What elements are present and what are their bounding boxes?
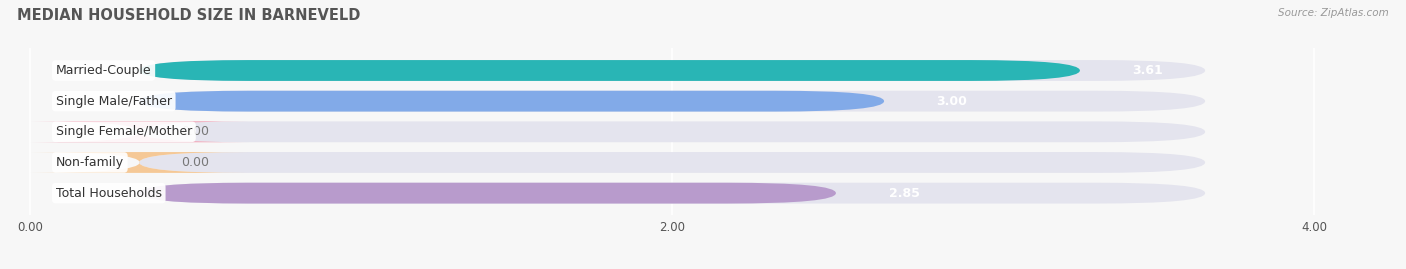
FancyBboxPatch shape [139,183,1205,204]
Text: 0.00: 0.00 [181,125,209,138]
FancyBboxPatch shape [139,60,1205,81]
Text: 2.85: 2.85 [889,187,920,200]
FancyBboxPatch shape [31,152,249,173]
FancyBboxPatch shape [139,60,1080,81]
FancyBboxPatch shape [139,91,1205,112]
Text: 0.00: 0.00 [181,156,209,169]
Text: Non-family: Non-family [56,156,124,169]
Text: MEDIAN HOUSEHOLD SIZE IN BARNEVELD: MEDIAN HOUSEHOLD SIZE IN BARNEVELD [17,8,360,23]
Text: Single Female/Mother: Single Female/Mother [56,125,193,138]
Text: Single Male/Father: Single Male/Father [56,95,172,108]
FancyBboxPatch shape [139,152,1205,173]
FancyBboxPatch shape [31,121,249,142]
Text: 3.00: 3.00 [936,95,967,108]
FancyBboxPatch shape [139,183,837,204]
Text: Source: ZipAtlas.com: Source: ZipAtlas.com [1278,8,1389,18]
FancyBboxPatch shape [139,121,1205,142]
Text: Married-Couple: Married-Couple [56,64,152,77]
Text: Total Households: Total Households [56,187,162,200]
Text: 3.61: 3.61 [1133,64,1163,77]
FancyBboxPatch shape [139,91,884,112]
